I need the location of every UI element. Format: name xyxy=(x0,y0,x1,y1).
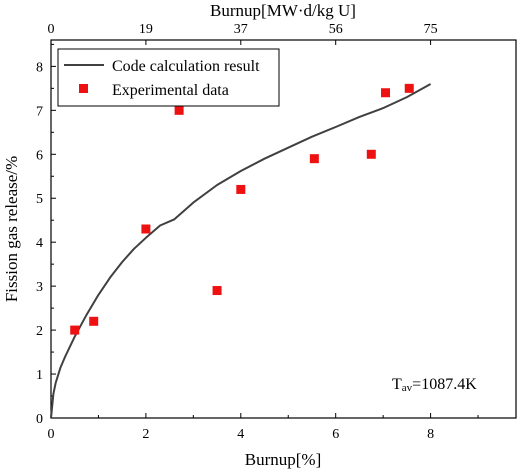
temperature-annotation: Tav=1087.4K xyxy=(392,376,477,394)
annotation-main: T xyxy=(392,376,402,393)
y-tick-label: 5 xyxy=(36,192,43,207)
experimental-data-point xyxy=(236,184,246,194)
y-tick-label: 1 xyxy=(36,368,43,383)
x-tick-label: 2 xyxy=(142,427,149,442)
x-tick-label: 0 xyxy=(48,427,55,442)
experimental-data-point xyxy=(212,286,222,296)
y-axis-title: Fission gas release/% xyxy=(2,156,21,302)
experimental-data-point xyxy=(174,105,184,115)
experimental-data-point xyxy=(70,325,80,335)
annotation-subscript: av xyxy=(402,382,413,394)
experimental-data-point xyxy=(309,154,319,164)
y-tick-label: 6 xyxy=(36,148,43,163)
top-tick-label: 0 xyxy=(48,22,55,37)
code-calculation-line xyxy=(50,83,432,419)
top-tick-label: 37 xyxy=(234,22,248,37)
experimental-data-point xyxy=(366,149,376,159)
y-tick-label: 8 xyxy=(36,60,43,75)
x-tick-label: 8 xyxy=(427,427,434,442)
x-axis-title: Burnup[%] xyxy=(245,450,321,469)
top-axis-title: Burnup[MW·d/kg U] xyxy=(210,1,356,20)
y-tick-label: 0 xyxy=(36,412,43,427)
legend-marker-swatch xyxy=(79,84,88,93)
experimental-data-point xyxy=(89,316,99,326)
experimental-data-point xyxy=(141,224,151,234)
annotation-value: =1087.4K xyxy=(412,376,477,393)
legend-label-experimental: Experimental data xyxy=(112,82,229,99)
experimental-data-point xyxy=(381,88,391,98)
top-tick-label: 19 xyxy=(139,22,153,37)
y-tick-label: 4 xyxy=(36,236,43,251)
y-tick-label: 7 xyxy=(36,104,43,119)
legend-label-code: Code calculation result xyxy=(112,58,260,75)
x-tick-label: 6 xyxy=(332,427,339,442)
x-tick-label: 4 xyxy=(237,427,244,442)
top-tick-label: 75 xyxy=(424,22,438,37)
legend-box xyxy=(57,48,280,107)
y-tick-label: 3 xyxy=(36,280,43,295)
y-tick-label: 2 xyxy=(36,324,43,339)
top-tick-label: 56 xyxy=(329,22,343,37)
experimental-data-point xyxy=(404,83,414,93)
legend: Code calculation result Experimental dat… xyxy=(57,48,280,107)
plot-series xyxy=(50,83,432,419)
